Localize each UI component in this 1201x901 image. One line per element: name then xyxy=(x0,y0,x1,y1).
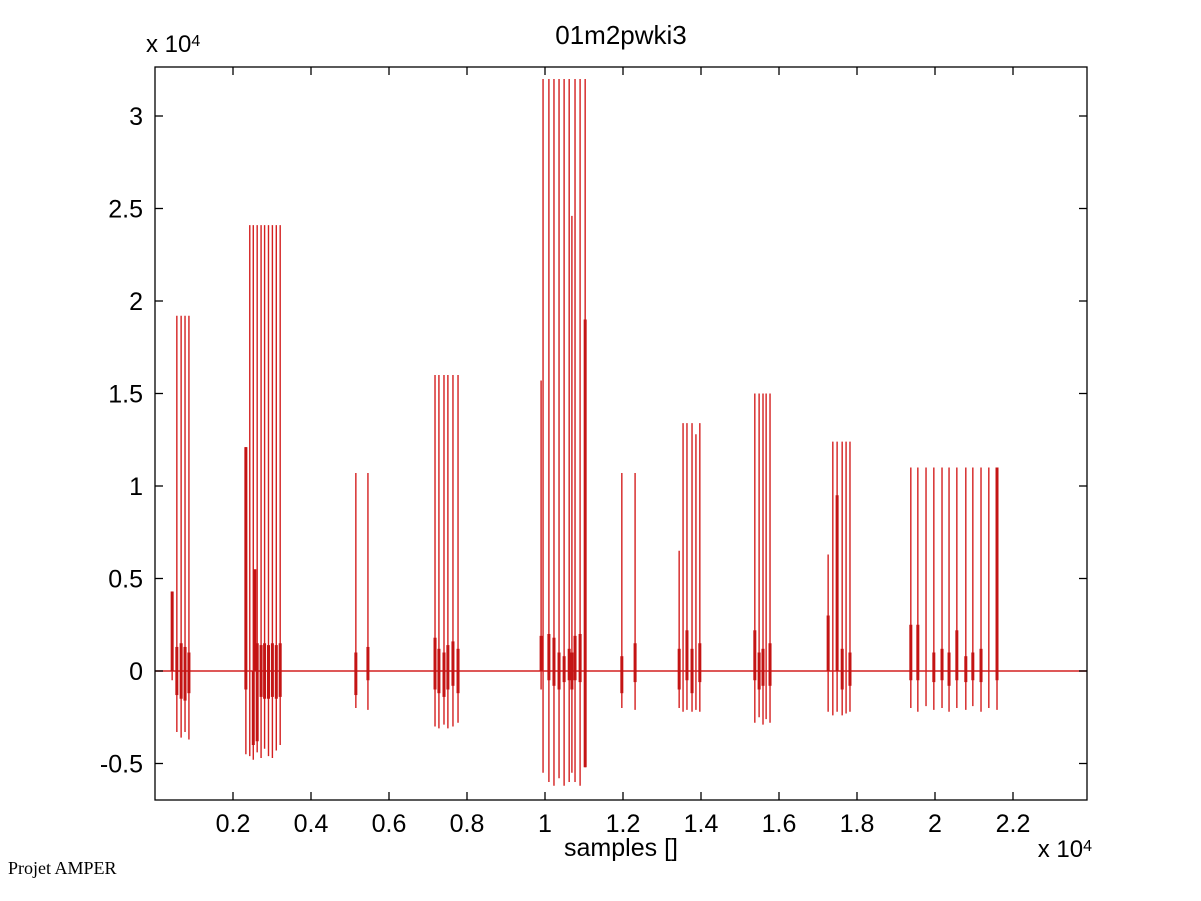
y-tick-label: 1.5 xyxy=(108,381,143,409)
y-tick-label: 2.5 xyxy=(108,196,143,224)
y-tick-label: 3 xyxy=(129,103,143,131)
project-credit-text: Projet AMPER xyxy=(8,858,117,878)
x-tick-label: 0.6 xyxy=(372,810,407,838)
y-tick-label: -0.5 xyxy=(100,751,143,779)
x-tick-label: 0.2 xyxy=(216,810,251,838)
x-axis-exponent-label: x 104 xyxy=(900,836,1092,864)
y-tick-label: 0.5 xyxy=(108,566,143,594)
y-axis-exponent-base: x 10 xyxy=(146,31,192,58)
axes-box xyxy=(154,66,1088,801)
plot-title: 01m2pwki3 xyxy=(555,20,687,50)
x-tick-label: 1.8 xyxy=(840,810,875,838)
x-tick-label: 1.6 xyxy=(762,810,797,838)
y-axis-exponent-label: x 104 xyxy=(146,31,200,59)
x-tick-label: 1.4 xyxy=(684,810,719,838)
x-tick-label: 0.8 xyxy=(450,810,485,838)
y-tick-label: 2 xyxy=(129,288,143,316)
y-tick-label: 0 xyxy=(129,658,143,686)
y-tick-label: 1 xyxy=(129,473,143,501)
x-tick-label: 2 xyxy=(928,810,942,838)
x-axis-exponent-base: x 10 xyxy=(1037,836,1084,863)
x-axis-label: samples [] xyxy=(564,834,678,862)
x-axis-exponent-sup: 4 xyxy=(1083,838,1092,855)
x-tick-label: 2.2 xyxy=(996,810,1031,838)
x-tick-label: 0.4 xyxy=(294,810,329,838)
x-tick-label: 1.2 xyxy=(606,810,641,838)
y-axis-exponent-sup: 4 xyxy=(191,33,201,50)
x-tick-label: 1 xyxy=(538,810,552,838)
